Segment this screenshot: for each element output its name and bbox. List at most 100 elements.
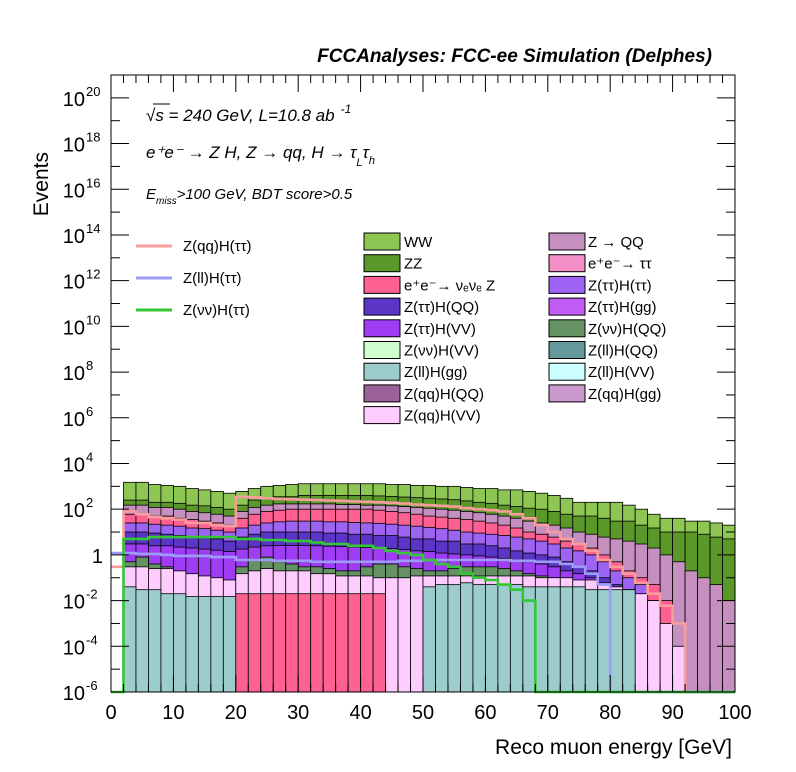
y-tick-exponent: 12 [86,267,100,282]
histogram-bar [123,586,137,693]
histogram-bar [634,593,649,693]
legend-label: Z(ττ)H(VV) [404,321,476,338]
legend-label: Z(ττ)H(gg) [588,299,657,316]
legend-swatch [548,319,586,338]
signal-line [111,495,735,694]
legend-label: Z(ll)H(VV) [588,364,655,381]
histogram-bar [397,577,411,693]
x-tick-label: 0 [105,702,116,724]
histogram-bar [484,584,499,693]
histogram-bar [622,589,636,693]
histogram-bar [410,575,424,693]
x-axis-label: Reco muon energy [GeV] [495,736,732,759]
histogram-bar [285,593,299,693]
annotations: √s = 240 GeV, L=10.8 ab -1 e⁺e⁻ → Z H, Z … [146,102,375,207]
legend-label: Z(νν)H(VV) [404,343,479,360]
y-tick-exponent: -6 [86,678,98,693]
x-tick-labels: 0 10 20 30 40 50 60 70 80 90 100 [105,702,751,724]
histogram-bar [148,589,162,693]
x-tick-label: 30 [287,702,309,724]
histogram-bar [160,593,174,693]
legend-swatch [548,341,586,359]
x-tick-label: 100 [718,702,751,724]
y-tick-exponent: 16 [86,175,100,190]
x-tick-label: 20 [225,702,247,724]
legend-label: e⁺e⁻→ νₑνₑ Z [404,277,495,294]
x-tick-label: 10 [162,702,184,724]
histogram-bar [447,584,461,693]
y-tick-exponent: -4 [86,632,98,647]
y-tick-exponent: 6 [86,404,93,419]
y-tick-label: 10 [63,454,85,476]
legend-signal-label: Z(νν)H(ττ) [183,302,250,319]
histogram-bar [547,586,561,693]
legend-label: WW [404,234,433,251]
histogram-bar [197,596,212,693]
histogram-bar [272,593,287,693]
histogram-bar [235,593,249,693]
histogram-bar [210,596,224,693]
x-tick-label: 80 [599,702,621,724]
histogram-bar [559,586,574,693]
y-tick-label: 10 [63,363,85,385]
legend-label: Z(qq)H(gg) [588,386,661,403]
histogram-bar [572,586,586,693]
histogram-bar [322,593,337,693]
y-tick-label: 10 [63,409,85,431]
axis-ticks [110,75,736,693]
stack-layer [123,582,636,693]
process-annotation: e⁺e⁻ → Z H, Z → qq, H → τLτh [146,143,375,169]
legend-label: e⁺e⁻→ ττ [588,256,652,273]
histogram-bar [372,593,386,693]
histogram-bar [135,589,149,693]
x-tick-label: 90 [661,702,683,724]
legend-label: Z(ττ)H(ττ) [588,277,652,294]
histogram-bar [659,623,673,693]
legend-label: Z(νν)H(QQ) [588,321,666,338]
x-tick-label: 60 [474,702,496,724]
y-tick-label: 10 [63,592,85,614]
histogram-bar [247,593,262,693]
y-tick-label: 1 [92,546,103,568]
histogram-bar [672,645,686,693]
y-tick-label: 10 [63,135,85,157]
legend-signal-label: Z(ll)H(ττ) [183,270,242,287]
stacked-bars [123,481,736,693]
legend-label: Z(ll)H(gg) [404,364,467,381]
energy-lumi-annotation: √s = 240 GeV, L=10.8 ab -1 [146,102,351,125]
histogram-bar [509,584,524,693]
histogram-bar [697,577,711,693]
histogram-bar [435,584,449,693]
cut-annotation: Emiss>100 GeV, BDT score>0.5 [146,186,353,207]
legend-swatch [363,254,401,273]
y-tick-exponent: 18 [86,130,100,145]
histogram-bar [310,593,324,693]
histogram-bar [222,596,237,693]
legend: Z(qq)H(ττ) Z(ll)H(ττ) Z(νν)H(ττ) WW ZZ e⁺e⁻→ … [136,232,666,425]
legend-swatch [548,275,586,294]
stack-layer [235,593,386,693]
legend-swatch [363,406,401,425]
legend-label: Z → QQ [588,234,644,251]
chart-title: FCCAnalyses: FCC-ee Simulation (Delphes) [317,46,712,67]
histogram-bar [534,586,549,693]
y-tick-exponent: 14 [86,221,100,236]
histogram-bar [522,586,536,693]
histogram-bar [422,586,436,693]
histogram-bar [347,593,361,693]
legend-swatch [548,384,586,403]
legend-label: Z(ττ)H(QQ) [404,299,479,316]
y-axis-label: Events [30,152,53,216]
y-tick-exponent: 20 [86,84,100,99]
legend-label: Z(ll)H(QQ) [588,343,658,360]
histogram-bar [260,593,274,693]
y-tick-exponent: 10 [86,312,100,327]
y-tick-exponent: 8 [86,358,93,373]
legend-swatch [548,254,586,273]
histogram-bar [297,593,312,693]
histogram-bar [335,593,349,693]
y-tick-label: 10 [63,500,85,522]
histogram-bar [584,589,599,693]
legend-swatch [548,297,586,316]
